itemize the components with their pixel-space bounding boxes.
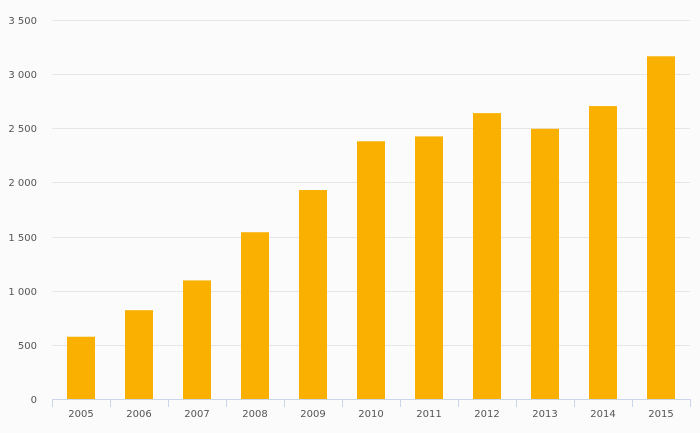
bar-2012[interactable] (473, 113, 501, 399)
y-axis-ticks: 0 500 1 000 1 500 2 000 2 500 3 000 3 500 (8, 16, 37, 406)
bar-2011[interactable] (415, 136, 443, 399)
y-tick-label: 3 000 (8, 70, 37, 81)
y-tick-label: 3 500 (8, 16, 37, 27)
bar-2013[interactable] (531, 128, 559, 399)
bar-2014[interactable] (589, 106, 617, 399)
x-tick-label: 2014 (590, 409, 615, 420)
bar-2015[interactable] (647, 56, 675, 399)
x-tick-label: 2007 (184, 409, 209, 420)
bar-2010[interactable] (357, 141, 385, 399)
x-tick-label: 2013 (532, 409, 557, 420)
x-tick-label: 2010 (358, 409, 383, 420)
x-tick-label: 2009 (300, 409, 325, 420)
x-tick-label: 2012 (474, 409, 499, 420)
bar-2009[interactable] (299, 190, 327, 399)
x-tick-label: 2011 (416, 409, 441, 420)
y-tick-label: 500 (18, 341, 37, 352)
x-tick-label: 2008 (242, 409, 267, 420)
bars (67, 56, 675, 399)
bar-2006[interactable] (125, 310, 153, 399)
y-tick-label: 1 000 (8, 287, 37, 298)
x-tick-label: 2015 (648, 409, 673, 420)
x-tick-label: 2006 (126, 409, 151, 420)
bar-2008[interactable] (241, 232, 269, 399)
bar-2005[interactable] (67, 336, 95, 399)
y-tick-label: 1 500 (8, 233, 37, 244)
x-axis (52, 399, 691, 407)
x-axis-ticks: 2005 2006 2007 2008 2009 2010 2011 2012 2013 2014… (68, 409, 673, 420)
y-tick-label: 2 000 (8, 178, 37, 189)
bar-2007[interactable] (183, 280, 211, 399)
y-tick-label: 2 500 (8, 124, 37, 135)
y-tick-label: 0 (31, 395, 37, 406)
x-tick-label: 2005 (68, 409, 93, 420)
